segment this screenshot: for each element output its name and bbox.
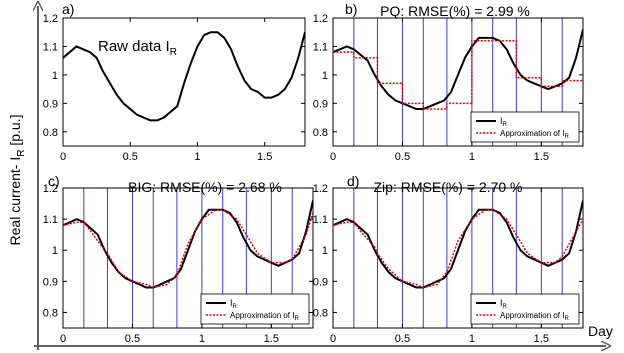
current-line [63,200,313,289]
legend-label-approx-text: Approximation of I [230,311,294,320]
x-tick-label: 0 [330,333,336,345]
subplot-4: 0 0.5 1 1.5 0.8 0.9 1 1.1 1.2 d) Zip: RMSE(%) = 2.… [313,173,584,345]
subplot-title: Zip: RMSE(%) = 2.70 % [374,179,523,195]
legend-label-current-sub: R [233,304,238,310]
plot-area [63,31,305,122]
x-tick-label: 1.5 [534,151,549,163]
x-tick-label: 1 [199,333,205,345]
approximation-line [333,209,583,289]
legend-box [200,293,310,325]
x-tick-label: 0.5 [395,151,410,163]
approximation-line [333,40,583,110]
current-line [333,29,583,111]
figure-y-label-sub: R [16,150,27,157]
legend-label-current: IR [500,298,508,310]
x-tick-label: 1 [194,151,200,163]
legend-label-approx: Approximation of IR [230,311,299,322]
subplot-title-sub: R [170,47,177,58]
legend-label-current-text: I [500,298,503,308]
plot-area [333,200,583,289]
figure-y-label: Real current- IR [p.u.] [7,115,27,246]
y-tick-label: 1 [52,245,58,257]
axes-box [332,187,584,329]
x-tick-label: 1 [469,333,475,345]
legend-box [470,293,580,325]
legend-label-approx-sub: R [294,316,299,322]
legend-label-approx-sub: R [564,316,569,322]
y-tick-label: 1.2 [43,183,58,195]
subplot-title-text: PQ: RMSE(%) = 2.99 % [380,3,530,19]
x-tick-label: 0.5 [125,333,140,345]
y-tick-label: 0.8 [43,307,58,319]
x-tick-label: 1.5 [257,151,272,163]
y-tick-label: 0.8 [43,127,58,139]
y-tick-label: 1 [52,70,58,82]
subplot-3: 0 0.5 1 1.5 0.8 0.9 1 1.1 1.2c) BIG: RMSE(%) = 2.… [43,173,314,345]
figure-x-label: Day [588,323,613,339]
subplot-title-text: BIG: RMSE(%) = 2.68 % [128,179,282,195]
y-tick-label: 1.2 [313,13,328,25]
y-tick-label: 1.1 [43,41,58,53]
figure-y-label-main: Real current- I [7,157,23,246]
axes-box [332,17,584,147]
legend-box [470,111,580,143]
legend-label-current-sub: R [503,304,508,310]
y-tick-label: 0.9 [43,98,58,110]
subplot-title: PQ: RMSE(%) = 2.99 % [380,3,530,19]
subplot-title: BIG: RMSE(%) = 2.68 % [128,179,282,195]
y-tick-label: 1.2 [43,13,58,25]
x-tick-label: 0 [60,151,66,163]
legend-label-approx-sub: R [564,134,569,140]
panel-label: a) [62,1,74,17]
x-tick-label: 1.5 [264,333,279,345]
subplot-1: 0 0.5 1 1.5 0.8 0.9 1 1.1 1.2 a) Raw data IR [43,1,306,163]
axes-box [62,187,314,329]
panels: 0 0.5 1 1.50.80.911.11.2a)Raw data IR0 0.5 1 1… [43,1,584,345]
plot-area [333,29,583,111]
subplot-title-text: Zip: RMSE(%) = 2.70 % [374,179,523,195]
figure-y-label-unit: [p.u.] [7,115,23,150]
y-tick-label: 1.1 [43,214,58,226]
y-tick-label: 0.8 [313,127,328,139]
x-tick-label: 1.5 [534,333,549,345]
panel-label: d) [347,173,359,189]
subplot-title: Raw data IR [98,38,177,58]
legend-label-approx-text: Approximation of I [500,129,564,138]
x-tick-label: 0.5 [395,333,410,345]
legend-label-approx: Approximation of IR [500,311,569,322]
x-tick-label: 0 [330,151,336,163]
y-tick-label: 0.8 [313,307,328,319]
x-tick-label: 0 [60,333,66,345]
x-tick-label: 0.5 [123,151,138,163]
y-tick-label: 1 [322,70,328,82]
y-tick-label: 0.9 [313,98,328,110]
axes-box [62,17,306,147]
legend-label-approx-text: Approximation of I [500,311,564,320]
legend-label-current-sub: R [503,122,508,128]
y-tick-label: 1.2 [313,183,328,195]
current-line [63,31,305,122]
current-line [333,200,583,289]
y-tick-label: 1.1 [313,41,328,53]
approximation-line [63,209,313,289]
subplot-title-text: Raw data I [98,38,170,55]
legend-label-current-text: I [500,116,503,126]
y-tick-label: 1.1 [313,214,328,226]
legend-label-current-text: I [230,298,233,308]
legend-label-approx: Approximation of IR [500,129,569,140]
legend-label-current: IR [500,116,508,128]
panel-label: c) [48,173,60,189]
y-tick-label: 1 [322,245,328,257]
y-tick-label: 0.9 [313,276,328,288]
subplot-2: 0 0.5 1 1.5 0.8 0.9 1 1.1 1.2 b) PQ: RMSE(%) = 2.9… [313,1,584,163]
plot-area [63,200,313,289]
y-tick-label: 0.9 [43,276,58,288]
legend-label-current: IR [230,298,238,310]
x-tick-label: 1 [469,151,475,163]
panel-label: b) [345,1,357,17]
